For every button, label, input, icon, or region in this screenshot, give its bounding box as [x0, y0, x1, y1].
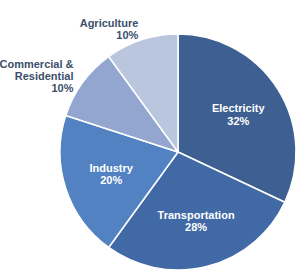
- svg-text:Commercial &Residential10%: Commercial &Residential10%: [0, 58, 74, 94]
- svg-text:Industry20%: Industry20%: [89, 162, 133, 186]
- svg-text:Transportation28%: Transportation28%: [158, 209, 235, 233]
- svg-text:Electricity32%: Electricity32%: [212, 102, 265, 126]
- svg-text:Agriculture10%: Agriculture10%: [80, 17, 139, 41]
